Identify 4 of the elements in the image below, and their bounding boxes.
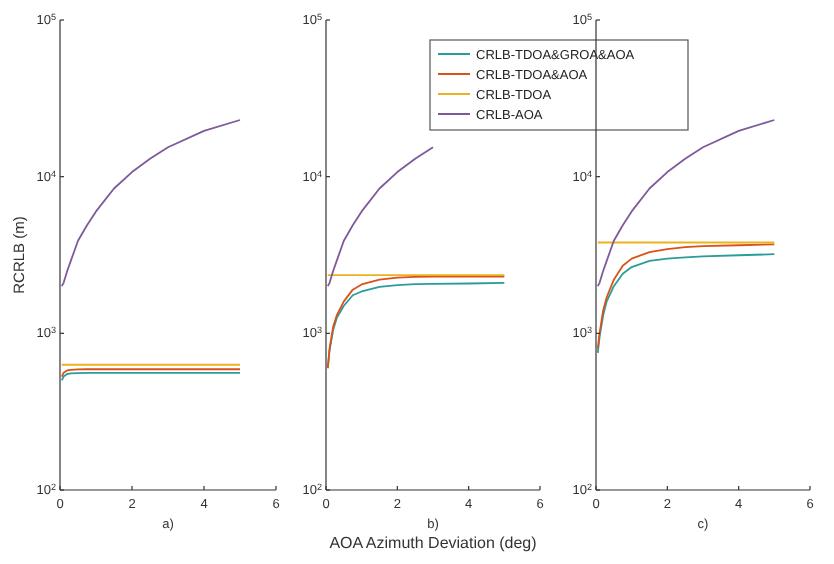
- text: AOA Azimuth Deviation (deg): [329, 534, 538, 552]
- line-series: [596, 119, 776, 288]
- line-series: [60, 119, 241, 288]
- line-series: [326, 146, 434, 288]
